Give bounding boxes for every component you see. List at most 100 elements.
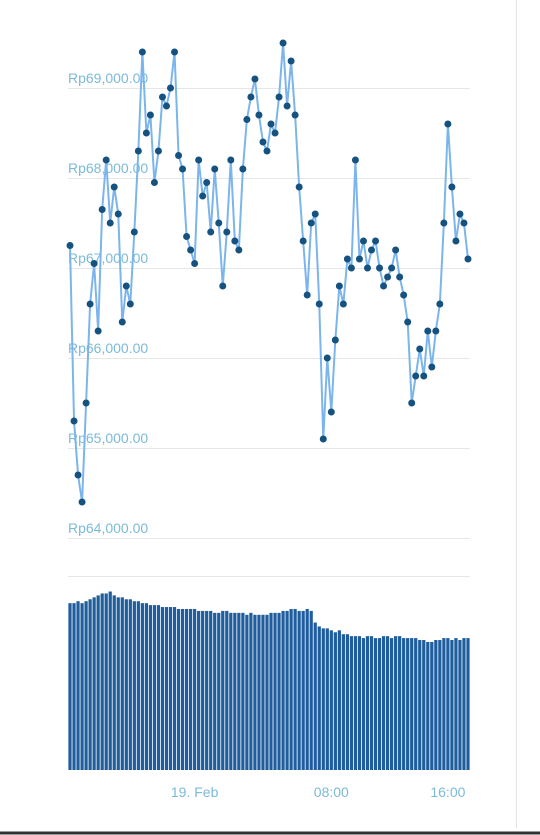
volume-bar — [394, 636, 398, 770]
price-point — [247, 93, 255, 101]
volume-bar — [253, 614, 257, 770]
x-tick-label: 16:00 — [430, 784, 465, 800]
price-point — [183, 233, 191, 240]
volume-bar — [225, 610, 229, 770]
price-point — [142, 129, 150, 137]
volume-bar — [209, 610, 213, 770]
price-point — [307, 219, 315, 227]
price-point — [175, 152, 183, 159]
price-point — [167, 84, 175, 92]
price-point — [118, 318, 126, 326]
price-point — [158, 93, 166, 101]
volume-bar — [369, 636, 374, 770]
price-point — [94, 327, 102, 335]
volume-bar — [373, 638, 378, 770]
price-point — [102, 156, 110, 164]
price-point — [299, 237, 307, 245]
volume-bar — [365, 636, 370, 770]
volume-bar — [180, 608, 185, 770]
price-point — [239, 165, 247, 173]
volume-bar — [108, 591, 112, 770]
price-point — [339, 300, 347, 308]
volume-bar — [426, 641, 430, 770]
price-point — [82, 399, 90, 407]
price-point — [154, 147, 162, 155]
volume-bar — [381, 636, 386, 770]
volume-bar — [289, 608, 293, 770]
price-point — [191, 260, 199, 267]
price-point — [243, 116, 251, 123]
volume-bar — [269, 612, 273, 770]
price-point — [408, 399, 416, 407]
price-point — [428, 363, 436, 371]
volume-bar — [265, 614, 269, 770]
volume-bar — [156, 605, 161, 770]
y-tick-label: Rp66,000.00 — [68, 340, 148, 356]
price-point — [126, 300, 134, 308]
volume-bar — [249, 612, 253, 770]
volume-bar — [205, 610, 209, 770]
price-point — [327, 408, 335, 416]
price-point — [203, 179, 211, 186]
price-line — [69, 42, 469, 503]
price-point — [219, 282, 227, 290]
volume-bar — [76, 601, 80, 770]
price-point — [110, 183, 118, 191]
volume-bar — [261, 614, 265, 770]
volume-bar — [402, 638, 406, 770]
volume-bar — [414, 638, 418, 770]
price-point — [392, 246, 400, 254]
volume-bar — [321, 628, 325, 770]
volume-bar — [233, 612, 237, 770]
volume-bar — [104, 593, 108, 770]
volume-bar — [309, 610, 313, 770]
volume-bar — [124, 599, 128, 770]
price-point — [114, 210, 122, 218]
price-point — [460, 219, 468, 227]
price-point — [464, 255, 472, 263]
volume-bar — [160, 607, 165, 770]
volume-bar — [136, 601, 140, 770]
volume-bar — [325, 628, 329, 770]
volume-bar — [345, 634, 349, 770]
price-point — [66, 242, 74, 249]
volume-bar — [297, 610, 301, 770]
price-point — [279, 39, 287, 47]
price-point — [363, 264, 371, 272]
volume-bar — [430, 641, 434, 770]
volume-bar — [213, 612, 217, 770]
price-point — [255, 111, 263, 119]
volume-bar — [398, 636, 402, 770]
volume-bar — [446, 638, 450, 770]
price-point — [271, 129, 279, 137]
price-point — [162, 102, 170, 110]
volume-bar — [237, 612, 241, 770]
price-point — [452, 237, 460, 245]
price-point — [440, 219, 448, 227]
price-point — [106, 219, 114, 227]
volume-bar — [377, 638, 382, 770]
price-point — [98, 206, 106, 213]
volume-bar — [168, 607, 173, 770]
volume-bar — [245, 614, 249, 770]
volume-bar — [88, 599, 92, 770]
volume-bar — [176, 608, 181, 770]
price-point — [291, 111, 299, 119]
volume-bar — [241, 612, 245, 770]
volume-bar — [273, 612, 277, 770]
price-point — [275, 93, 283, 101]
volume-bar — [164, 607, 169, 770]
price-point — [86, 300, 94, 308]
x-tick-label: 19. Feb — [171, 784, 219, 800]
price-point — [211, 165, 219, 173]
price-point — [456, 210, 464, 218]
volume-bar — [305, 608, 309, 770]
price-point — [235, 246, 243, 254]
price-point — [343, 255, 351, 263]
price-point — [171, 48, 179, 56]
volume-bar — [361, 638, 366, 770]
price-point — [267, 120, 275, 128]
volume-bar — [317, 626, 321, 770]
volume-bar — [454, 638, 458, 770]
price-point — [179, 165, 187, 173]
